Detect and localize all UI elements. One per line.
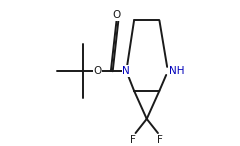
Text: F: F [130,135,136,145]
Text: O: O [93,66,102,76]
Text: NH: NH [168,66,184,76]
Text: N: N [122,66,130,76]
Text: F: F [157,135,163,145]
Text: O: O [112,11,121,20]
